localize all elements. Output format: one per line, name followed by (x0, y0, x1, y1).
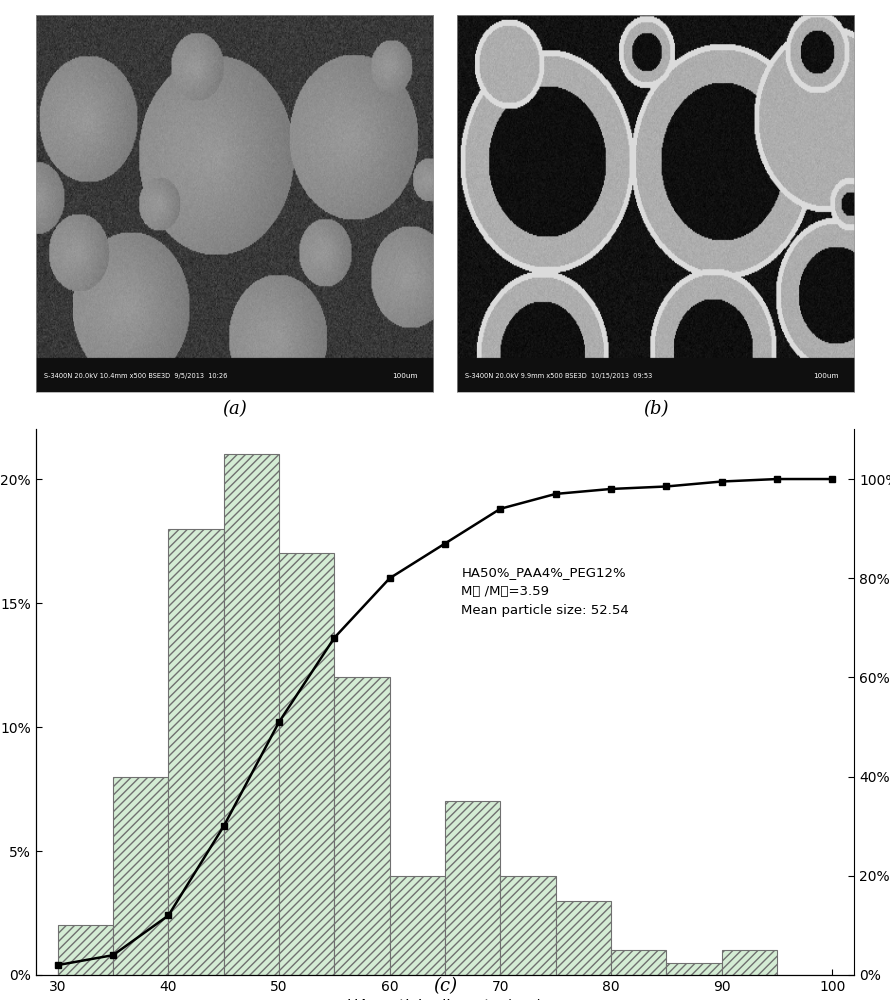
Text: (c): (c) (433, 977, 457, 995)
Text: (a): (a) (222, 400, 247, 418)
Bar (445, 801, 500, 975)
Bar (500, 876, 555, 975)
Bar (335, 677, 390, 975)
Bar (113, 777, 168, 975)
Bar (390, 876, 445, 975)
Text: S-3400N 20.0kV 9.9mm x500 BSE3D  10/15/2013  09:53: S-3400N 20.0kV 9.9mm x500 BSE3D 10/15/20… (465, 373, 652, 379)
Bar (58, 925, 113, 975)
Bar (667, 963, 722, 975)
Text: 100um: 100um (392, 373, 417, 379)
Text: 100um: 100um (813, 373, 838, 379)
Bar (611, 950, 667, 975)
Text: (b): (b) (643, 400, 668, 418)
Bar (555, 901, 611, 975)
Bar (279, 553, 335, 975)
Bar (223, 454, 279, 975)
Bar (168, 529, 223, 975)
Bar (722, 950, 777, 975)
Text: S-3400N 20.0kV 10.4mm x500 BSE3D  9/5/2013  10:26: S-3400N 20.0kV 10.4mm x500 BSE3D 9/5/201… (44, 373, 227, 379)
Text: HA50%_PAA4%_PEG12%
M气 /M液=3.59
Mean particle size: 52.54: HA50%_PAA4%_PEG12% M气 /M液=3.59 Mean part… (461, 566, 629, 617)
